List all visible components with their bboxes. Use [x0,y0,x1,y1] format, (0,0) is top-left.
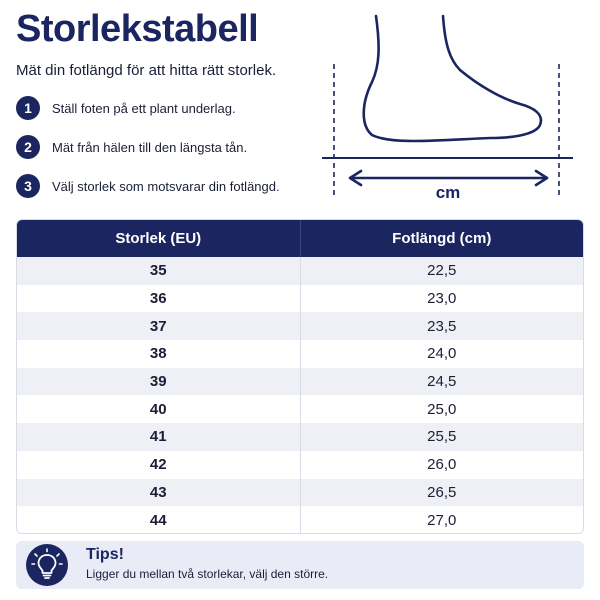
table-row: 35 22,5 [17,257,583,285]
tips-box: Tips! Ligger du mellan två storlekar, vä… [16,541,584,589]
length-cell: 26,5 [299,478,584,507]
length-cell: 24,0 [299,340,584,368]
column-header-size: Storlek (EU) [115,230,202,247]
size-table: Storlek (EU) Fotlängd (cm) 35 22,5 36 23,0… [16,219,584,534]
size-cell: 36 [149,290,167,308]
table-row: 44 27,0 [17,506,584,533]
length-cell: 23,0 [299,284,584,313]
table-row: 40 25,0 [17,395,584,424]
step-text: Mät från hälen till den längsta tån. [52,139,248,155]
length-cell: 24,5 [299,367,584,396]
length-cell: 22,5 [299,257,584,285]
table-row: 39 24,5 [17,367,584,396]
length-cell: 25,0 [299,395,584,424]
tips-text: Ligger du mellan två storlekar, välj den… [86,567,329,581]
table-body: 35 22,5 36 23,0 37 23,5 38 24,0 39 24,5 40 25,… [17,257,584,533]
unit-label: cm [435,183,461,202]
size-cell: 39 [149,373,167,391]
table-row: 41 25,5 [17,423,583,451]
page-title: Storlekstabell [16,8,259,50]
table-row: 42 26,0 [17,450,584,479]
tips-title: Tips! [86,546,124,563]
table-row: 38 24,0 [17,340,583,368]
step-number-badge: 3 [16,174,40,198]
size-cell: 35 [149,262,167,280]
column-header-length: Fotlängd (cm) [299,220,584,257]
table-header: Storlek (EU) Fotlängd (cm) [17,220,583,257]
size-cell: 40 [149,400,167,418]
step-text: Välj storlek som motsvarar din fotlängd. [52,178,280,194]
size-cell: 44 [149,511,167,529]
page-subtitle: Mät din fotlängd för att hitta rätt stor… [16,62,277,79]
table-row: 37 23,5 [17,312,584,341]
step-text: Ställ foten på ett plant underlag. [52,100,236,116]
length-cell: 25,5 [299,423,584,451]
size-cell: 37 [149,317,167,335]
length-cell: 23,5 [299,312,584,341]
step-number-badge: 2 [16,135,40,159]
length-cell: 26,0 [299,450,584,479]
size-cell: 43 [149,483,167,501]
table-row: 36 23,0 [17,284,584,313]
step-1: 1 Ställ foten på ett plant underlag. [16,96,236,120]
size-cell: 42 [149,456,167,474]
step-2: 2 Mät från hälen till den längsta tån. [16,135,247,159]
size-cell: 38 [149,345,167,363]
table-row: 43 26,5 [17,478,584,507]
length-cell: 27,0 [299,506,584,533]
foot-measure-icon [322,14,573,198]
lightbulb-icon [26,544,68,586]
step-3: 3 Välj storlek som motsvarar din fotläng… [16,174,280,198]
size-cell: 41 [149,428,167,446]
step-number-badge: 1 [16,96,40,120]
